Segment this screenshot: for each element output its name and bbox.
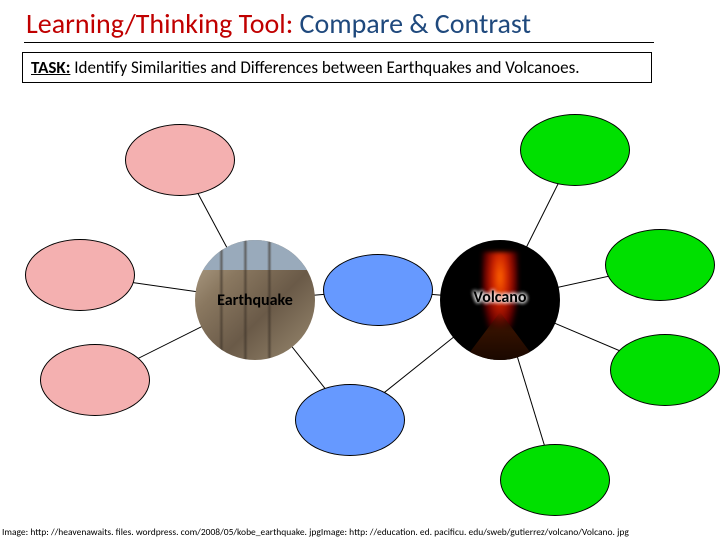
credit-left: Image: http: //heavenawaits. files. word… [2, 526, 321, 538]
central-node-earthquake: Earthquake [195, 240, 315, 360]
bubble-eq-2 [40, 344, 150, 416]
bubble-eq-1 [25, 239, 135, 311]
image-credits: Image: http: //heavenawaits. files. word… [2, 526, 629, 538]
bubble-sh-1 [295, 384, 405, 456]
central-node-volcano: Volcano [440, 240, 560, 360]
bubble-vo-3 [500, 444, 610, 516]
credit-right: Image: http: //education. ed. pacificu. … [321, 526, 629, 538]
diagram: Earthquake Volcano [0, 0, 720, 540]
volcano-label: Volcano [440, 288, 560, 307]
bubble-sh-0 [323, 254, 433, 326]
bubble-vo-2 [610, 334, 720, 406]
bubble-eq-0 [125, 124, 235, 196]
bubble-vo-1 [605, 229, 715, 301]
bubble-vo-0 [520, 114, 630, 186]
earthquake-label: Earthquake [217, 291, 293, 310]
